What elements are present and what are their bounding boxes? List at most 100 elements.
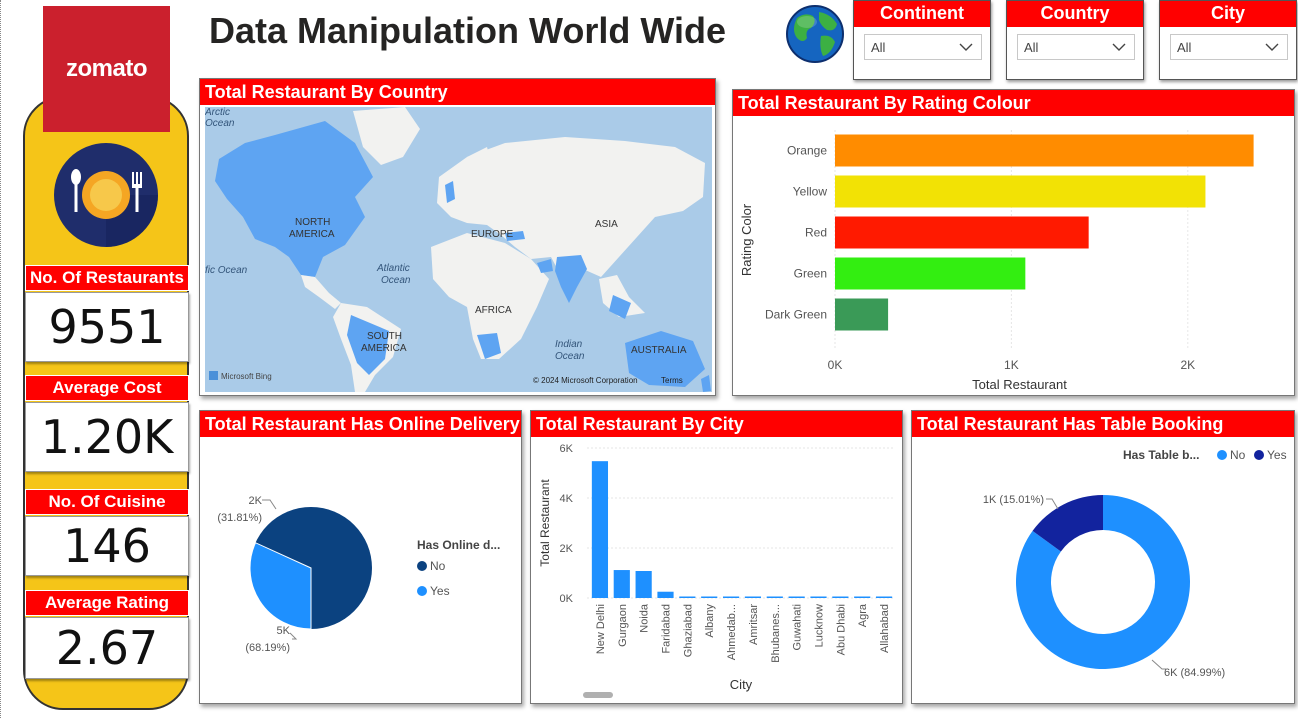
city-x-axis-title: City — [730, 677, 753, 692]
city-bar[interactable] — [635, 571, 652, 598]
rating-bar[interactable] — [835, 257, 1026, 290]
city-y-tick: 0K — [560, 593, 574, 605]
map-label-arctic: Arctic — [205, 107, 230, 118]
slicer-continent-title: Continent — [854, 1, 990, 27]
city-bar[interactable] — [657, 591, 674, 598]
delivery-label-no-percent: (68.19%) — [245, 642, 290, 654]
booking-label-no: 6K (84.99%) — [1164, 667, 1225, 679]
map-label-asia: ASIA — [595, 219, 618, 230]
rating-category-label: Red — [805, 226, 827, 240]
map-card: Total Restaurant By Country — [199, 78, 716, 396]
city-category-label: Agra — [857, 603, 869, 627]
map-label-australia: AUSTRALIA — [631, 345, 687, 356]
city-bar[interactable] — [613, 570, 630, 598]
delivery-label-line — [289, 632, 298, 640]
city-scrollbar[interactable] — [583, 692, 613, 698]
country-dropdown[interactable]: All — [1017, 34, 1135, 60]
delivery-label-yes-percent: (31.81%) — [217, 512, 262, 524]
rating-bar-chart: 0K 1K 2K Orange Yellow Red Green Dark Green Tota… — [739, 130, 1254, 392]
delivery-label-no-value: 5K — [277, 625, 291, 637]
booking-legend-title: Has Table b... — [1123, 448, 1199, 462]
slicer-city-title: City — [1160, 1, 1296, 27]
kpi-value-cuisine: 146 — [25, 516, 189, 576]
booking-chart-card: Total Restaurant Has Table Booking 6K (8… — [911, 410, 1295, 704]
booking-label-line — [1151, 659, 1166, 670]
booking-slice-yes[interactable] — [1032, 495, 1103, 552]
city-bar[interactable] — [854, 596, 871, 599]
city-category-label: Ahmedab... — [726, 604, 738, 660]
booking-chart-title: Total Restaurant Has Table Booking — [912, 411, 1294, 437]
city-bar[interactable] — [875, 596, 893, 599]
delivery-legend-label[interactable]: No — [430, 559, 446, 573]
country-dropdown-value: All — [1024, 40, 1039, 55]
map-label-north-america: AMERICA — [289, 229, 335, 240]
booking-legend-label[interactable]: Yes — [1267, 448, 1287, 462]
continent-dropdown-value: All — [871, 40, 886, 55]
rating-bar[interactable] — [835, 175, 1206, 208]
booking-label-line — [1046, 498, 1059, 510]
booking-slice-no[interactable] — [1016, 495, 1190, 669]
city-y-tick: 6K — [560, 443, 574, 455]
map-label-south: SOUTH — [367, 331, 402, 342]
city-bar[interactable] — [766, 596, 783, 599]
booking-legend-label[interactable]: No — [1230, 448, 1246, 462]
rating-category-label: Green — [794, 267, 827, 281]
delivery-chart-title: Total Restaurant Has Online Delivery — [200, 411, 521, 437]
kpi-value-restaurants: 9551 — [25, 292, 189, 362]
kpi-label-average-cost: Average Cost — [25, 375, 189, 401]
city-y-axis-title: Total Restaurant — [538, 479, 552, 567]
map-label-arctic-ocean: Ocean — [205, 118, 235, 129]
delivery-pie-chart: 2K (31.81%) 5K (68.19%) Has Online d... No Yes — [217, 495, 500, 654]
delivery-legend-swatch — [417, 561, 427, 571]
city-bar[interactable] — [722, 596, 740, 599]
map-label-south-america: AMERICA — [361, 343, 407, 354]
city-bar[interactable] — [701, 596, 718, 599]
map-label-north: NORTH — [295, 217, 330, 228]
city-chart-title: Total Restaurant By City — [531, 411, 902, 437]
kpi-value-average-rating: 2.67 — [25, 617, 189, 679]
world-map[interactable]: Arctic Ocean NORTH AMERICA EUROPE ASIA A… — [205, 107, 712, 392]
map-label-indian-ocean: Ocean — [555, 351, 585, 362]
city-category-label: Albany — [704, 604, 716, 638]
globe-icon — [786, 5, 844, 63]
delivery-legend-swatch — [417, 586, 427, 596]
map-card-title: Total Restaurant By Country — [200, 79, 715, 105]
logo-text: zomato — [66, 55, 148, 82]
city-category-label: Guwahati — [792, 604, 804, 650]
city-category-label: Bhubanes... — [770, 604, 782, 663]
city-bar[interactable] — [788, 596, 805, 599]
city-bar[interactable] — [591, 461, 609, 598]
map-terms-link[interactable]: Terms — [661, 376, 683, 385]
rating-chart-card: Total Restaurant By Rating Colour 0K 1K 2K… — [732, 89, 1295, 396]
map-bing-label: Microsoft Bing — [221, 372, 272, 381]
continent-dropdown[interactable]: All — [864, 34, 982, 60]
city-bar-chart: 0K 2K 4K 6K New Delhi Gurgaon Noida Faridabad Gh… — [538, 443, 893, 698]
booking-legend-swatch — [1254, 450, 1264, 460]
city-bar[interactable] — [744, 596, 762, 599]
slicer-continent: Continent All — [853, 0, 991, 80]
delivery-legend-label[interactable]: Yes — [430, 584, 450, 598]
city-category-label: Gurgaon — [617, 604, 629, 647]
city-y-tick: 4K — [560, 493, 574, 505]
city-category-label: New Delhi — [595, 604, 607, 654]
rating-bar[interactable] — [835, 134, 1254, 167]
delivery-label-yes-value: 2K — [249, 495, 263, 507]
city-bar[interactable] — [832, 596, 849, 599]
zomato-logo: zomato — [43, 6, 170, 132]
rating-bar[interactable] — [835, 298, 889, 331]
city-dropdown[interactable]: All — [1170, 34, 1288, 60]
rating-x-tick: 0K — [828, 358, 843, 372]
rating-chart-title: Total Restaurant By Rating Colour — [733, 90, 1294, 116]
page-title: Data Manipulation World Wide — [209, 10, 727, 51]
city-bar[interactable] — [810, 596, 827, 599]
delivery-slice-yes[interactable] — [249, 542, 312, 630]
rating-bar[interactable] — [835, 216, 1089, 249]
chevron-down-icon — [1265, 43, 1279, 51]
slicer-country-title: Country — [1007, 1, 1143, 27]
kpi-label-average-rating: Average Rating — [25, 590, 189, 616]
city-y-tick: 2K — [560, 543, 574, 555]
rating-x-tick: 1K — [1004, 358, 1019, 372]
chevron-down-icon — [959, 43, 973, 51]
city-bar[interactable] — [679, 596, 696, 599]
